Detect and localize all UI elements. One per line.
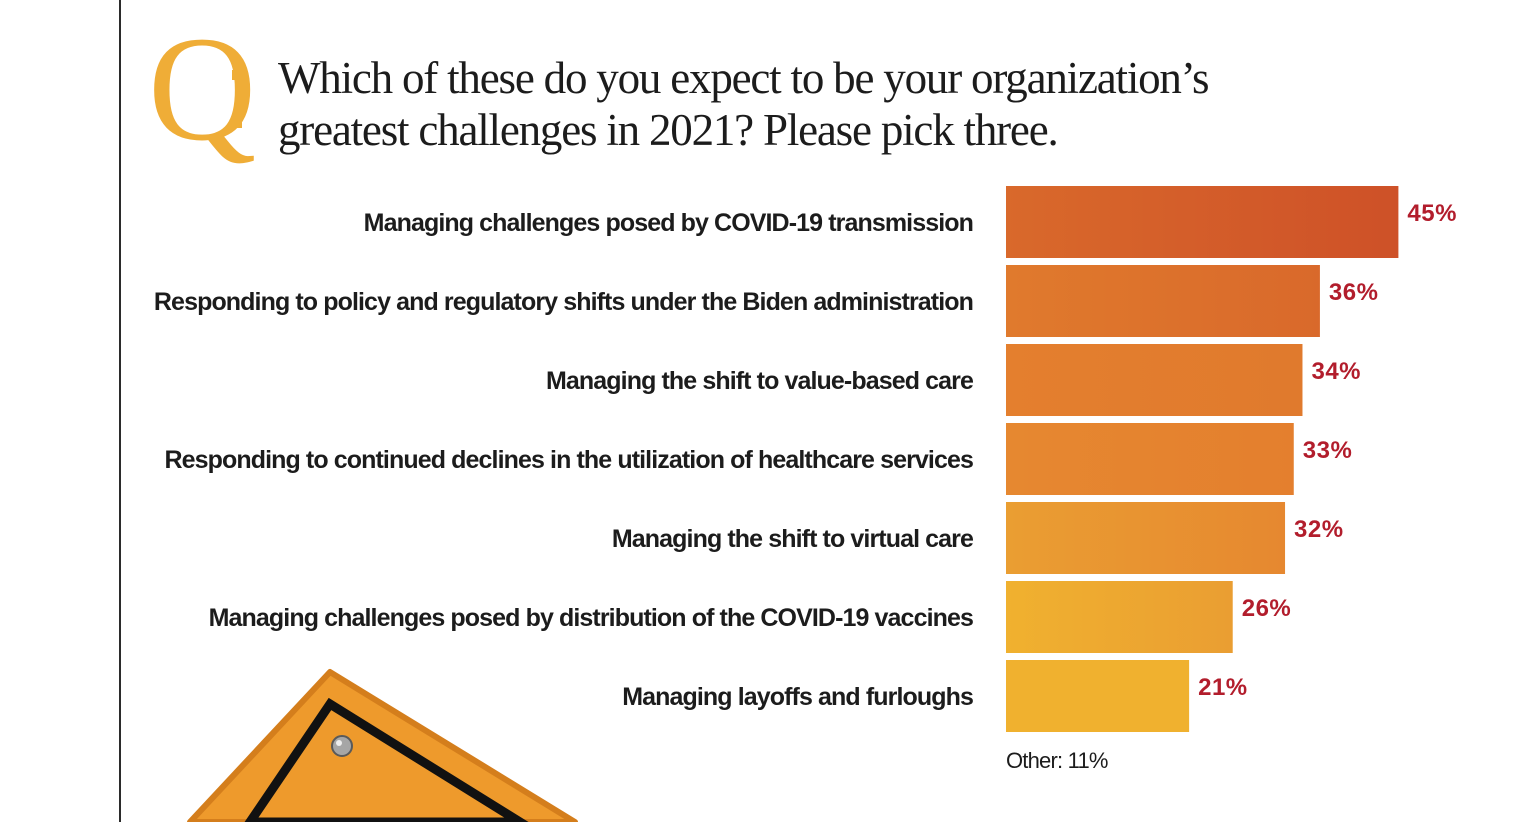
warning-sign-icon: [187, 669, 578, 822]
category-label-3: Managing the shift to value-based care: [546, 367, 974, 395]
bar-3: [1006, 344, 1303, 416]
question-mark-q: Q: [148, 6, 256, 172]
bar-4: [1006, 423, 1294, 495]
bar-2: [1006, 265, 1320, 337]
value-label-6: 26%: [1242, 595, 1292, 622]
bar-5: [1006, 502, 1286, 574]
bar-7: [1006, 660, 1190, 732]
question-line-2: greatest challenges in 2021? Please pick…: [278, 105, 1059, 155]
value-label-1: 45%: [1407, 200, 1457, 227]
question-title: Which of these do you expect to be your …: [278, 52, 1428, 156]
value-label-7: 21%: [1198, 674, 1248, 701]
category-label-7: Managing layoffs and furloughs: [622, 683, 973, 711]
value-label-2: 36%: [1329, 279, 1379, 306]
other-note: Other: 11%: [1006, 748, 1108, 773]
value-label-4: 33%: [1303, 437, 1353, 464]
question-line-1: Which of these do you expect to be your …: [278, 53, 1210, 103]
category-label-4: Responding to continued declines in the …: [164, 446, 973, 474]
value-label-3: 34%: [1311, 358, 1361, 385]
category-label-6: Managing challenges posed by distributio…: [209, 604, 973, 632]
category-label-1: Managing challenges posed by COVID-19 tr…: [364, 209, 973, 237]
page-divider-line: [119, 0, 121, 822]
bar-1: [1006, 186, 1399, 258]
category-label-5: Managing the shift to virtual care: [612, 525, 974, 553]
bar-6: [1006, 581, 1233, 653]
value-label-5: 32%: [1294, 516, 1344, 543]
question-colon: [232, 70, 242, 166]
category-label-2: Responding to policy and regulatory shif…: [154, 288, 973, 316]
